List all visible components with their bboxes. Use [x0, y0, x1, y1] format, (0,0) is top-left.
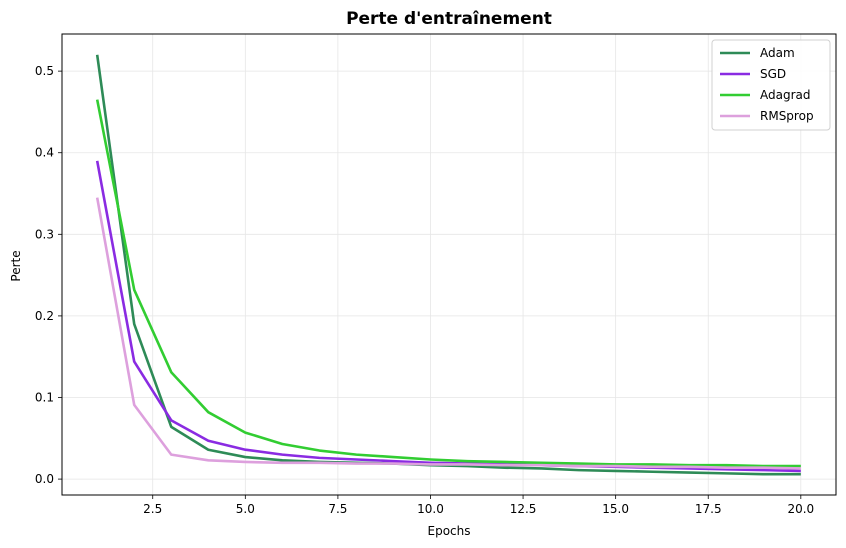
series-lines: [95, 54, 801, 476]
x-axis-label: Epochs: [428, 524, 471, 538]
x-tick-label: 20.0: [787, 502, 814, 516]
y-axis-label: Perte: [9, 250, 23, 281]
legend-label-rmsprop: RMSprop: [760, 109, 814, 123]
legend-box: [711, 39, 831, 131]
x-tick-label: 15.0: [602, 502, 629, 516]
plot-frame: [61, 33, 837, 496]
series-line-adagrad: [95, 99, 801, 468]
series-line-rmsprop: [95, 197, 801, 470]
y-tick-label: 0.4: [35, 146, 54, 160]
x-tick-label: 17.5: [695, 502, 722, 516]
chart-title: Perte d'entraînement: [346, 9, 552, 29]
legend: Adam SGD Adagrad RMSprop: [711, 39, 831, 131]
axis-ticks: 2.5 5.0 7.5 10.0 12.5 15.0 17.5 20.0 0.0 0.1 0.2 0.…: [35, 64, 814, 516]
x-tick-label: 10.0: [417, 502, 444, 516]
y-tick-label: 0.2: [35, 309, 54, 323]
y-tick-label: 0.5: [35, 64, 54, 78]
x-tick-label: 12.5: [510, 502, 537, 516]
y-tick-label: 0.0: [35, 472, 54, 486]
legend-label-sgd: SGD: [760, 67, 786, 81]
x-tick-label: 5.0: [236, 502, 255, 516]
y-tick-label: 0.1: [35, 390, 54, 404]
x-tick-label: 2.5: [143, 502, 162, 516]
y-tick-label: 0.3: [35, 227, 54, 241]
legend-label-adam: Adam: [760, 46, 795, 60]
legend-label-adagrad: Adagrad: [760, 88, 811, 102]
x-tick-label: 7.5: [328, 502, 347, 516]
